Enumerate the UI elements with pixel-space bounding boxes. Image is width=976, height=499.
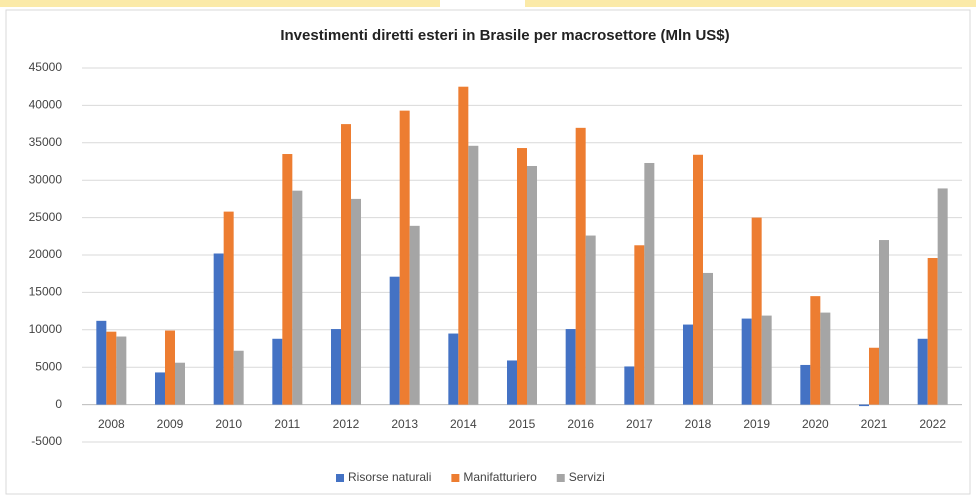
legend-label: Servizi: [569, 470, 605, 484]
x-tick-label: 2014: [450, 417, 477, 431]
bar: [175, 362, 185, 405]
bar: [233, 350, 244, 405]
y-tick-label: 0: [55, 397, 62, 411]
top-strip: [525, 0, 976, 7]
bar: [644, 162, 655, 405]
bar: [879, 240, 889, 405]
x-tick-label: 2009: [157, 417, 184, 431]
bar: [116, 336, 127, 405]
y-tick-label: 30000: [29, 172, 63, 186]
bar: [869, 347, 879, 405]
bar: [585, 235, 596, 405]
y-tick-label: 25000: [29, 210, 63, 224]
bar: [565, 329, 576, 405]
x-tick-label: 2012: [333, 417, 360, 431]
bar: [106, 331, 117, 405]
y-tick-label: 10000: [29, 322, 63, 336]
bar: [351, 198, 361, 405]
x-tick-label: 2018: [685, 417, 712, 431]
bar: [165, 330, 175, 405]
x-tick-label: 2021: [861, 417, 888, 431]
y-tick-label: 35000: [29, 135, 63, 149]
bar: [468, 145, 479, 405]
bar: [341, 124, 351, 405]
bar: [223, 211, 234, 405]
bar: [527, 165, 537, 405]
bar: [761, 315, 772, 405]
x-tick-label: 2010: [215, 417, 242, 431]
bar: [389, 276, 400, 405]
x-tick-label: 2013: [391, 417, 418, 431]
x-tick-label: 2015: [509, 417, 536, 431]
legend-swatch: [556, 474, 565, 482]
y-tick-label: 20000: [29, 247, 63, 261]
bar: [458, 86, 469, 405]
x-tick-label: 2019: [743, 417, 770, 431]
bar: [409, 225, 420, 405]
bar: [282, 154, 293, 405]
legend-swatch: [451, 474, 460, 482]
bar: [937, 188, 948, 405]
y-tick-label: 5000: [35, 359, 62, 373]
x-tick-label: 2017: [626, 417, 653, 431]
bar: [331, 329, 341, 405]
bar: [634, 245, 645, 405]
y-tick-label: 45000: [29, 60, 63, 74]
bar: [859, 404, 869, 407]
bar: [96, 320, 107, 405]
x-tick-label: 2016: [567, 417, 594, 431]
bar: [800, 364, 811, 405]
bar: [292, 190, 303, 405]
y-tick-label: 15000: [29, 285, 63, 299]
bar: [517, 148, 527, 405]
bar: [917, 338, 928, 405]
bar: [751, 217, 762, 405]
bar: [927, 257, 938, 405]
legend-label: Manifatturiero: [463, 470, 537, 484]
legend-label: Risorse naturali: [348, 470, 431, 484]
top-strip: [0, 0, 440, 7]
y-tick-label: -5000: [31, 434, 62, 448]
bar: [683, 324, 693, 405]
chart-border: [5, 9, 971, 495]
legend-swatch: [336, 474, 344, 482]
bar: [810, 296, 821, 405]
bar: [272, 338, 283, 405]
y-tick-label: 40000: [29, 98, 63, 112]
bar: [703, 272, 713, 405]
bar: [448, 333, 459, 405]
x-tick-label: 2011: [274, 417, 300, 431]
x-tick-label: 2008: [98, 417, 125, 431]
x-tick-label: 2022: [919, 417, 946, 431]
bar: [575, 127, 586, 405]
bar: [741, 318, 752, 405]
bar: [624, 366, 635, 405]
bar: [820, 312, 831, 405]
bar: [213, 253, 224, 405]
bar: [155, 372, 165, 405]
bar: [399, 110, 410, 405]
x-tick-label: 2020: [802, 417, 829, 431]
bar: [507, 360, 517, 405]
bar: [693, 154, 703, 405]
chart-title: Investimenti diretti esteri in Brasile p…: [280, 27, 729, 44]
